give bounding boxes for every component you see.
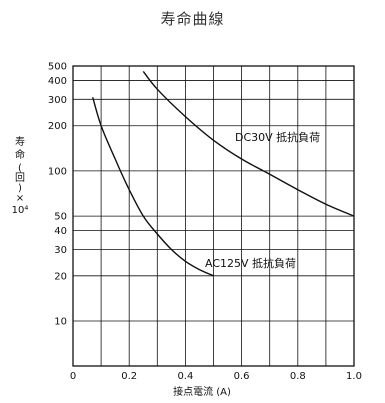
y-tick-label: 500 xyxy=(48,62,67,73)
y-axis-label-char: 回 xyxy=(15,172,25,184)
y-tick-label: 20 xyxy=(54,271,67,282)
y-axis-label: 寿命 (回)×10⁴ xyxy=(12,135,29,216)
x-tick-label: 0.2 xyxy=(121,371,137,382)
curve-ac125v xyxy=(92,97,214,277)
y-axis-label-char: 寿 xyxy=(15,135,25,148)
x-tick-label: 0.8 xyxy=(290,371,306,382)
curve-dc30v xyxy=(142,70,355,217)
y-tick-label: 400 xyxy=(48,76,67,87)
y-axis-label-char: ) xyxy=(18,183,22,194)
y-tick-label: 50 xyxy=(54,212,67,223)
curve-layer xyxy=(92,70,355,277)
x-tick-label: 0 xyxy=(70,371,76,382)
grid-lines xyxy=(72,65,355,367)
x-tick-label: 0.6 xyxy=(234,371,250,382)
y-tick-label: 100 xyxy=(48,166,67,177)
y-axis-label-char: 命 xyxy=(15,148,25,161)
y-axis-label-char: × xyxy=(16,193,24,204)
y-tick-label: 40 xyxy=(54,226,67,237)
y-tick-label: 300 xyxy=(48,95,67,106)
x-tick-label: 0.4 xyxy=(177,371,193,382)
tick-labels: 0 0.2 0.4 0.6 0.8 1.0 10 20 30 40 50 100 200 300 400 50… xyxy=(48,62,362,383)
y-axis-label-char: 10⁴ xyxy=(12,205,29,216)
y-tick-label: 10 xyxy=(54,317,67,328)
x-tick-label: 1.0 xyxy=(346,371,362,382)
chart-title: 寿命曲線 xyxy=(160,10,225,28)
x-axis-label: 接点電流 (A) xyxy=(173,385,231,398)
series-label-dc30v: DC30V 抵抗負荷 xyxy=(235,130,320,144)
y-tick-label: 30 xyxy=(54,245,67,256)
y-tick-label: 200 xyxy=(48,121,67,132)
series-label-ac125v: AC125V 抵抗負荷 xyxy=(205,256,296,270)
y-axis-label-char: ( xyxy=(18,163,22,174)
